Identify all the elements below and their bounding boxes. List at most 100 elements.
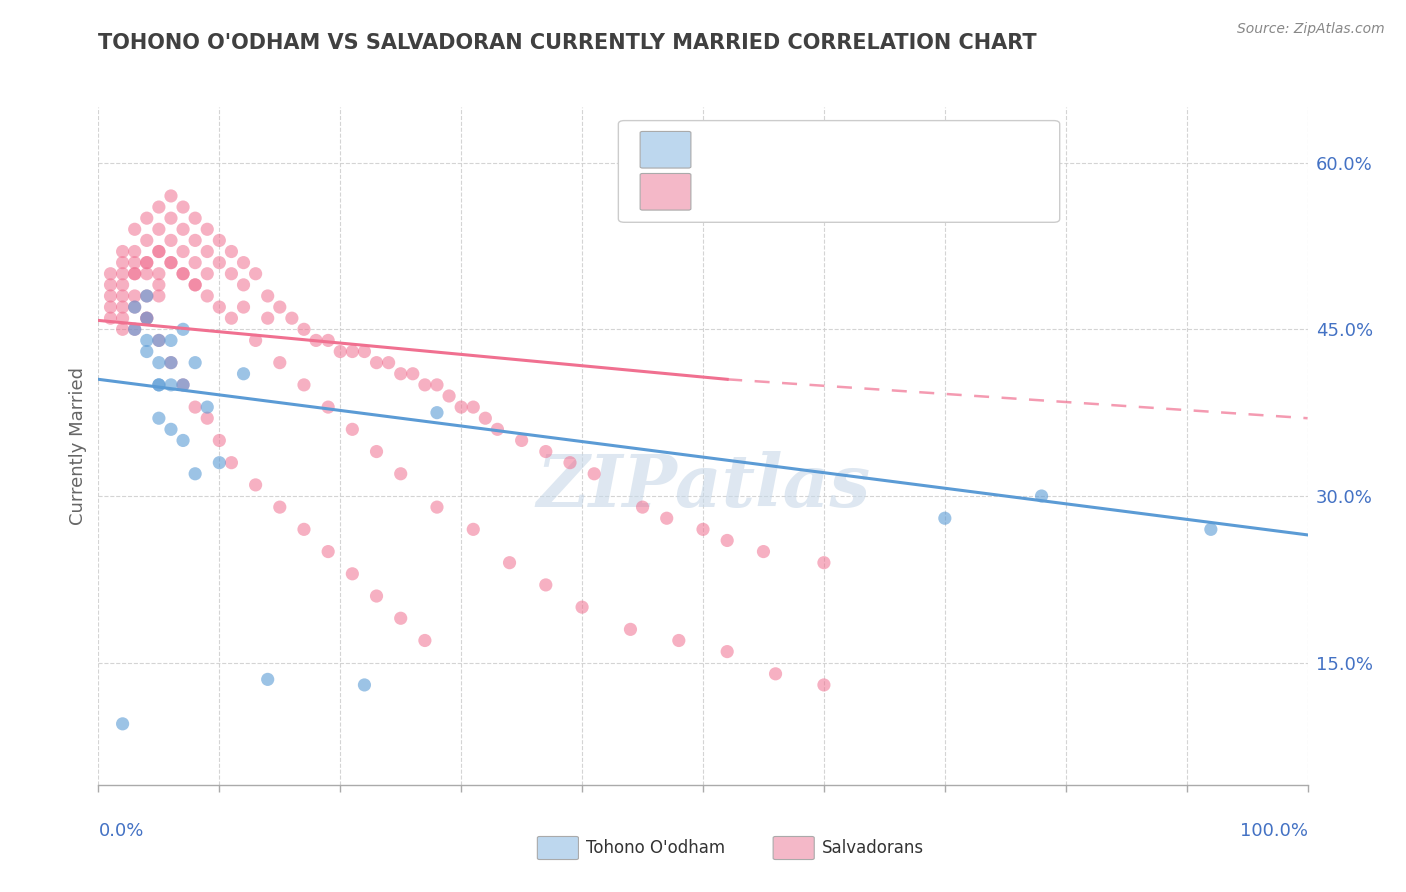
Point [245, 267, 267, 281]
Point [232, 277, 254, 292]
Y-axis label: Currently Married: Currently Married [69, 367, 87, 525]
Point [184, 277, 207, 292]
Point [934, 511, 956, 525]
Text: TOHONO O'ODHAM VS SALVADORAN CURRENTLY MARRIED CORRELATION CHART: TOHONO O'ODHAM VS SALVADORAN CURRENTLY M… [98, 33, 1038, 53]
Point [486, 422, 509, 436]
Point [124, 244, 146, 259]
Point [124, 267, 146, 281]
Point [195, 244, 218, 259]
Point [389, 467, 412, 481]
Point [269, 356, 291, 370]
Point [426, 500, 449, 515]
Point [269, 500, 291, 515]
Point [342, 344, 364, 359]
Point [111, 277, 134, 292]
Point [366, 589, 388, 603]
Text: N =: N = [860, 141, 900, 159]
Point [160, 422, 183, 436]
Point [692, 522, 714, 536]
Point [366, 356, 388, 370]
Point [172, 267, 194, 281]
Point [160, 356, 183, 370]
Point [619, 623, 641, 637]
Point [716, 644, 738, 658]
Point [111, 244, 134, 259]
Text: R =: R = [703, 183, 742, 201]
FancyBboxPatch shape [640, 173, 690, 211]
Point [305, 334, 328, 348]
Point [342, 422, 364, 436]
Point [135, 211, 157, 226]
Point [124, 300, 146, 314]
Point [195, 411, 218, 425]
FancyBboxPatch shape [640, 131, 690, 168]
Point [160, 255, 183, 269]
Point [474, 411, 496, 425]
Point [172, 267, 194, 281]
Point [292, 322, 315, 336]
Point [583, 467, 606, 481]
Point [172, 377, 194, 392]
Point [195, 400, 218, 414]
Point [245, 478, 267, 492]
Point [148, 411, 170, 425]
Point [208, 234, 231, 248]
Point [426, 406, 449, 420]
Point [245, 334, 267, 348]
Point [463, 522, 485, 536]
Text: N =: N = [860, 183, 900, 201]
Point [426, 377, 449, 392]
Point [160, 189, 183, 203]
Point [463, 400, 485, 414]
Point [100, 289, 122, 303]
Point [111, 322, 134, 336]
Point [558, 456, 581, 470]
Point [100, 277, 122, 292]
Point [377, 356, 399, 370]
Point [148, 277, 170, 292]
FancyBboxPatch shape [773, 837, 814, 860]
Point [221, 311, 243, 326]
Point [329, 344, 352, 359]
Text: 100.0%: 100.0% [1240, 822, 1308, 840]
Point [281, 311, 304, 326]
Point [111, 255, 134, 269]
Point [195, 289, 218, 303]
Point [172, 222, 194, 236]
Point [124, 222, 146, 236]
Point [353, 678, 375, 692]
Point [148, 244, 170, 259]
Point [208, 456, 231, 470]
Point [124, 300, 146, 314]
Point [232, 367, 254, 381]
Point [389, 611, 412, 625]
Point [184, 356, 207, 370]
Point [100, 267, 122, 281]
Point [124, 267, 146, 281]
Point [292, 522, 315, 536]
Point [208, 300, 231, 314]
Point [160, 356, 183, 370]
Point [232, 255, 254, 269]
Point [534, 444, 557, 458]
Point [172, 244, 194, 259]
Point [148, 377, 170, 392]
Point [124, 255, 146, 269]
Point [716, 533, 738, 548]
Point [366, 444, 388, 458]
Text: -0.357: -0.357 [751, 141, 815, 159]
Point [342, 566, 364, 581]
Text: 127: 127 [908, 183, 946, 201]
Point [413, 377, 436, 392]
Point [765, 666, 787, 681]
Point [135, 267, 157, 281]
Point [135, 234, 157, 248]
Point [148, 200, 170, 214]
Point [1199, 522, 1222, 536]
Point [160, 255, 183, 269]
Point [111, 300, 134, 314]
Point [111, 716, 134, 731]
Text: -0.176: -0.176 [751, 183, 815, 201]
Text: 30: 30 [908, 141, 934, 159]
Point [655, 511, 678, 525]
